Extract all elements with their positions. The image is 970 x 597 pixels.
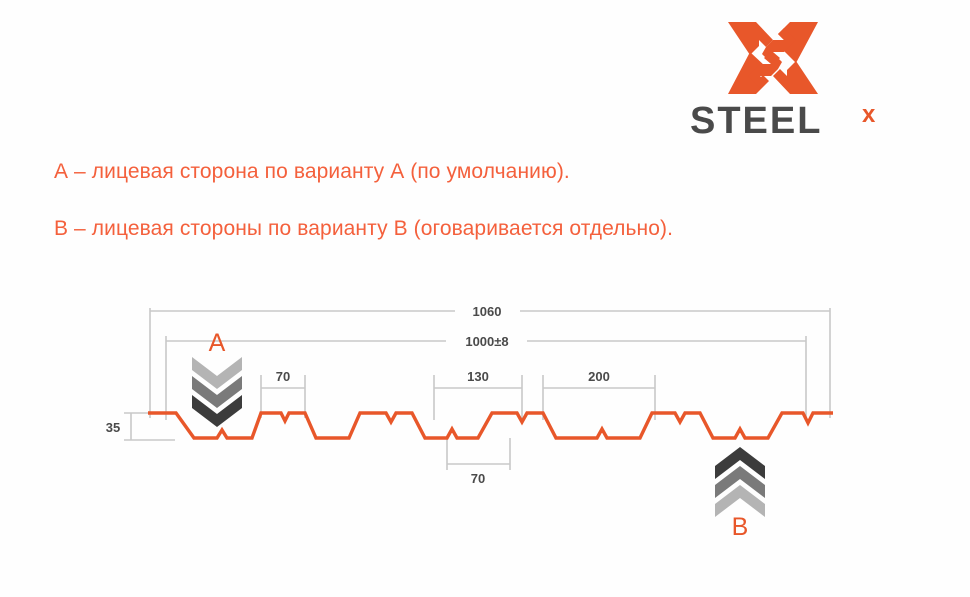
chevron-b-bottom-icon bbox=[715, 485, 765, 517]
wordmark-x-superscript: x bbox=[862, 102, 876, 128]
chevron-b-middle-icon bbox=[715, 466, 765, 498]
steelx-x-mark-icon bbox=[728, 22, 818, 94]
corrugated-profile-line bbox=[148, 411, 833, 440]
note-side-a: А – лицевая сторона по варианту А (по ум… bbox=[54, 160, 570, 183]
note-side-b: В – лицевая стороны по варианту В (огова… bbox=[54, 217, 674, 240]
dimension-label-1060: 1060 bbox=[473, 304, 502, 319]
chevron-a-top-icon bbox=[192, 357, 242, 389]
chevron-b-top-icon bbox=[715, 447, 765, 479]
dimension-crest-70: 70 bbox=[260, 369, 306, 418]
dimension-label-module-200: 200 bbox=[588, 369, 610, 384]
brand-logo: STEEL x bbox=[690, 18, 910, 143]
dimension-rib-130: 130 bbox=[433, 369, 523, 420]
marker-side-b: В bbox=[715, 447, 765, 541]
chevron-a-bottom-icon bbox=[192, 395, 242, 427]
dimension-label-1000: 1000±8 bbox=[465, 334, 508, 349]
dimension-label-trough-70: 70 bbox=[471, 471, 485, 486]
dimension-height-35: 35 bbox=[106, 412, 175, 441]
steelx-wordmark: STEEL x bbox=[690, 102, 876, 142]
chevron-a-middle-icon bbox=[192, 376, 242, 408]
dimension-effective-1000: 1000±8 bbox=[165, 334, 807, 420]
dimension-trough-70: 70 bbox=[446, 438, 511, 486]
dimension-overall-1060: 1060 bbox=[149, 304, 831, 418]
marker-label-a: А bbox=[209, 329, 226, 357]
dimension-label-rib-130: 130 bbox=[467, 369, 489, 384]
marker-side-a: А bbox=[192, 329, 242, 427]
dimension-module-200: 200 bbox=[542, 369, 656, 420]
wordmark-steel-text: STEEL bbox=[690, 102, 822, 142]
dimension-label-crest-70: 70 bbox=[276, 369, 290, 384]
dimension-label-height-35: 35 bbox=[106, 420, 120, 435]
marker-label-b: В bbox=[732, 513, 749, 541]
